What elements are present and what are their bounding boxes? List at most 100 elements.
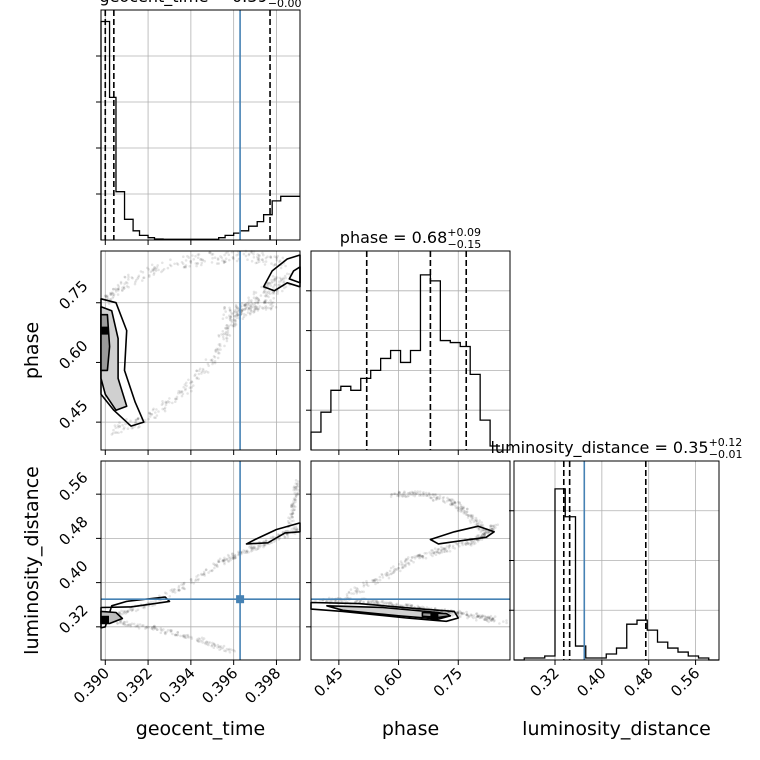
sample-point bbox=[411, 491, 415, 495]
sample-point bbox=[116, 424, 120, 427]
sample-point bbox=[126, 610, 130, 614]
sample-point bbox=[470, 544, 473, 547]
sample-point bbox=[264, 539, 268, 542]
sample-point bbox=[451, 502, 454, 506]
sample-point bbox=[294, 498, 297, 502]
sample-point bbox=[257, 544, 261, 547]
sample-point bbox=[288, 517, 292, 521]
sample-point bbox=[263, 294, 267, 298]
sample-point bbox=[436, 495, 440, 499]
sample-point bbox=[268, 282, 271, 285]
sample-point bbox=[112, 293, 116, 296]
sample-point bbox=[462, 612, 465, 616]
sample-point bbox=[459, 611, 463, 615]
sample-point bbox=[476, 523, 479, 526]
sample-point bbox=[381, 600, 384, 604]
sample-point bbox=[250, 305, 253, 309]
sample-point bbox=[264, 308, 268, 311]
sample-point bbox=[295, 528, 299, 531]
sample-point bbox=[243, 304, 247, 307]
sample-point bbox=[248, 545, 251, 549]
sample-point bbox=[425, 494, 429, 497]
sample-point bbox=[251, 546, 255, 549]
sample-point bbox=[293, 527, 296, 530]
sample-point bbox=[403, 560, 407, 563]
sample-point bbox=[180, 394, 184, 398]
sample-point bbox=[279, 266, 283, 270]
sample-point bbox=[417, 605, 421, 609]
sample-point bbox=[129, 419, 132, 423]
sample-point bbox=[232, 648, 235, 652]
sample-point bbox=[253, 308, 257, 311]
sample-point bbox=[192, 258, 196, 261]
sample-point bbox=[483, 533, 487, 536]
sample-point bbox=[145, 625, 149, 629]
sample-point bbox=[150, 627, 154, 630]
sample-point bbox=[451, 546, 455, 549]
sample-point bbox=[237, 253, 240, 256]
sample-point bbox=[431, 554, 434, 558]
sample-point bbox=[180, 583, 183, 586]
sample-point bbox=[231, 324, 235, 328]
sample-point bbox=[491, 617, 494, 620]
sample-point bbox=[292, 509, 295, 512]
sample-point bbox=[215, 347, 218, 351]
sample-point bbox=[242, 312, 246, 316]
sample-point bbox=[195, 369, 198, 373]
sample-point bbox=[476, 526, 480, 530]
sample-point bbox=[272, 301, 275, 304]
sample-point bbox=[225, 337, 229, 340]
sample-point bbox=[264, 260, 268, 263]
sample-point bbox=[262, 544, 266, 547]
sample-point bbox=[189, 578, 193, 581]
sample-point bbox=[296, 485, 300, 488]
sample-point bbox=[164, 632, 167, 636]
sample-point bbox=[375, 600, 379, 603]
sample-point bbox=[492, 617, 495, 621]
sample-point bbox=[250, 302, 254, 305]
sample-point bbox=[228, 316, 232, 320]
sample-point bbox=[284, 264, 287, 268]
sample-point bbox=[445, 545, 449, 548]
sample-point bbox=[290, 504, 294, 507]
sample-point bbox=[290, 509, 294, 512]
sample-point bbox=[280, 278, 284, 282]
sample-point bbox=[224, 327, 228, 330]
sample-point bbox=[123, 426, 126, 429]
sample-point bbox=[498, 622, 501, 625]
sample-point bbox=[221, 330, 225, 333]
sample-point bbox=[142, 605, 146, 608]
sample-point bbox=[487, 616, 491, 619]
sample-point bbox=[161, 269, 164, 272]
sample-point bbox=[435, 498, 438, 502]
sample-point bbox=[144, 625, 148, 629]
sample-point bbox=[217, 560, 220, 564]
sample-point bbox=[395, 603, 399, 607]
sample-point bbox=[216, 646, 219, 649]
sample-point bbox=[253, 301, 257, 305]
sample-point bbox=[111, 293, 115, 296]
sample-point bbox=[127, 275, 130, 279]
sample-point bbox=[399, 560, 403, 563]
sample-point bbox=[218, 648, 221, 651]
sample-point bbox=[216, 349, 220, 352]
sample-point bbox=[294, 496, 298, 499]
sample-point bbox=[181, 392, 185, 396]
sample-point bbox=[225, 336, 228, 340]
sample-point bbox=[477, 528, 481, 531]
sample-point bbox=[433, 607, 437, 610]
sample-point bbox=[432, 552, 436, 555]
sample-point bbox=[345, 594, 349, 598]
sample-point bbox=[262, 253, 265, 257]
sample-point bbox=[291, 511, 295, 514]
scatter-geocent-phase bbox=[110, 296, 278, 436]
sample-point bbox=[471, 514, 475, 517]
sample-point bbox=[474, 520, 478, 523]
sample-point bbox=[415, 554, 418, 558]
sample-point bbox=[222, 644, 226, 648]
sample-point bbox=[434, 553, 438, 556]
sample-point bbox=[268, 289, 271, 293]
sample-point bbox=[109, 291, 112, 295]
sample-point bbox=[393, 492, 396, 496]
sample-point bbox=[264, 256, 268, 260]
